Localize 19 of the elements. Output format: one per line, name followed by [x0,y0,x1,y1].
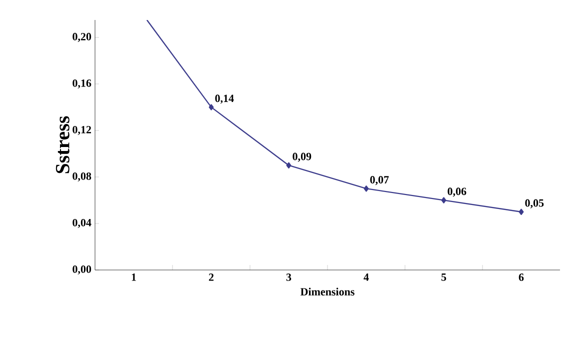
x-tick-label: 4 [364,274,369,281]
y-tick-label: 0,16 [72,79,92,88]
data-label: 0,06 [448,188,466,197]
x-tick-label: 5 [441,274,446,281]
x-axis-title: Dimensions [300,288,354,296]
x-tick-label: 3 [286,274,292,281]
data-label: 0,07 [370,176,389,186]
y-tick-label: 0,08 [72,172,92,182]
y-tick-label: 0,00 [72,265,92,275]
data-label: 0,09 [292,152,312,162]
y-tick-label: 0,20 [72,32,92,42]
data-label: 0,14 [215,94,234,104]
x-tick-label: 2 [208,274,214,281]
data-label: 0,05 [525,199,544,208]
y-axis-title: Sstress [56,116,70,174]
y-tick-label: 0,12 [72,126,91,135]
x-tick-label: 6 [518,274,524,281]
y-tick-label: 0,04 [72,218,92,228]
x-tick-label: 1 [132,274,136,281]
